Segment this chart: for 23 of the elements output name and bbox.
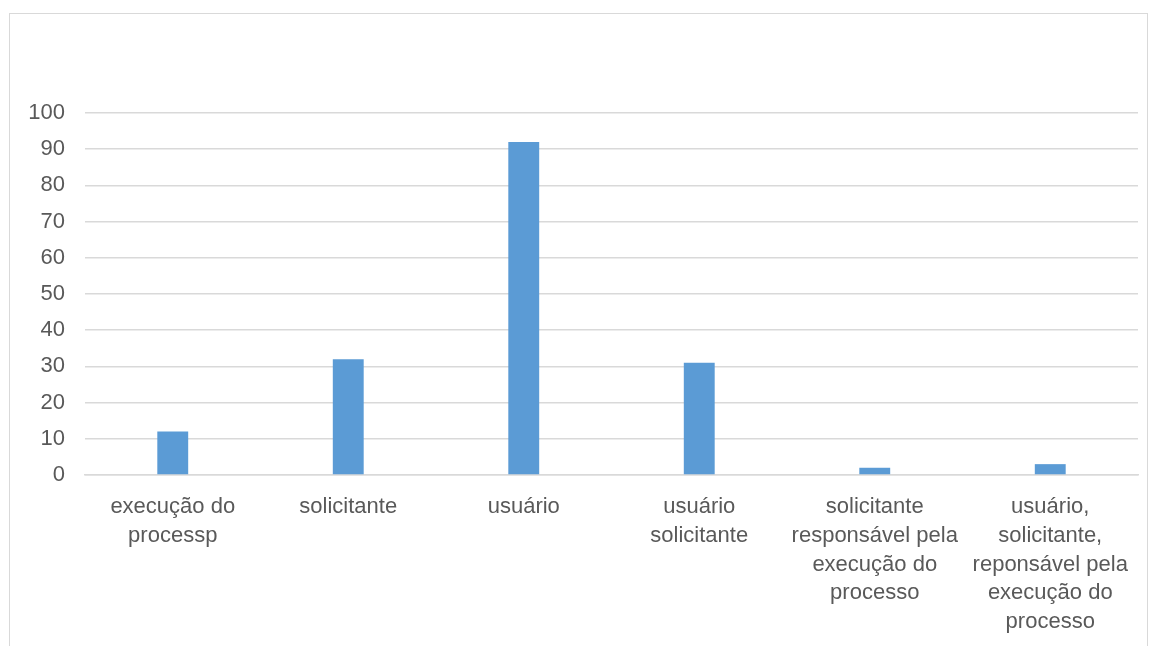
x-tick-label: solicitante responsável pela execução do processo bbox=[791, 493, 959, 605]
y-tick-label: 10 bbox=[40, 424, 65, 450]
y-tick-label: 100 bbox=[28, 99, 65, 125]
bar bbox=[508, 141, 540, 475]
y-tick-label: 0 bbox=[52, 461, 65, 487]
x-tick-label: usuário bbox=[487, 493, 560, 519]
y-tick-label: 90 bbox=[40, 135, 65, 161]
y-tick-label: 60 bbox=[40, 243, 65, 269]
x-tick-label: usuário solicitante bbox=[650, 493, 749, 547]
bar bbox=[157, 431, 189, 475]
y-tick-label: 50 bbox=[40, 280, 65, 306]
bar bbox=[683, 362, 715, 475]
y-tick-label: 80 bbox=[40, 171, 65, 197]
x-tick-label: usuário, solicitante, reponsável pela execução do processo bbox=[972, 493, 1129, 633]
y-tick-label: 30 bbox=[40, 352, 65, 378]
bar bbox=[332, 359, 364, 475]
y-tick-label: 40 bbox=[40, 316, 65, 342]
y-tick-label: 20 bbox=[40, 388, 65, 414]
y-tick-label: 70 bbox=[40, 207, 65, 233]
x-tick-label: solicitante bbox=[299, 493, 398, 519]
bar bbox=[1034, 464, 1066, 475]
x-tick-label: execução do processp bbox=[110, 493, 236, 547]
bar bbox=[859, 467, 891, 475]
